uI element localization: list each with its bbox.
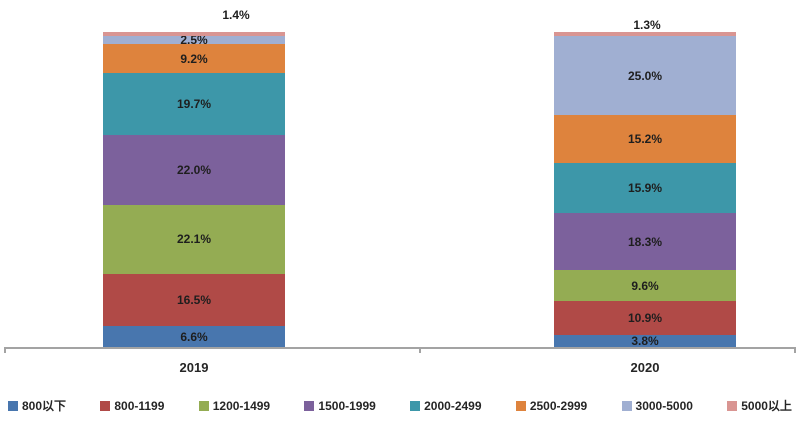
bar-segment-2000-2499: 15.9% [554,162,736,213]
legend-swatch-icon [410,400,421,411]
legend-item-5000以上: 5000以上 [727,397,792,414]
legend-swatch-icon [727,400,738,411]
x-axis-tick-right [794,347,796,353]
bar-segment-5000以上: 1.3% [554,18,736,37]
legend-swatch-icon [304,400,315,411]
bar-segment-1500-1999: 18.3% [554,212,736,271]
bar-segment-5000以上: 1.4% [103,8,285,37]
data-label: 15.2% [627,131,663,146]
legend: 800以下 800-1199 1200-1499 1500-1999 2000-2499… [8,397,792,414]
data-label: 9.2% [180,51,208,66]
legend-label: 1200-1499 [212,398,271,413]
data-label: 22.1% [176,232,212,247]
legend-swatch-icon [515,400,526,411]
data-label: 9.6% [631,278,659,293]
legend-label: 5000以上 [741,399,792,413]
legend-item-1500-1999: 1500-1999 [304,398,376,413]
legend-label: 2000-2499 [424,398,482,413]
legend-item-3000-5000: 3000-5000 [621,398,693,413]
data-label: 16.5% [176,293,212,308]
bar-segment-800-1199: 10.9% [554,300,736,336]
stacked-bar-2019: 6.6% 16.5% 22.1% 22.0% 19.7% 9.2% 2.5% 1.4% [103,8,285,347]
data-label: 10.9% [627,310,663,325]
bar-segment-1500-1999: 22.0% [103,135,285,205]
legend-swatch-icon [8,400,18,411]
x-axis-tick-left [4,347,6,353]
data-label: 2.5% [180,33,208,48]
legend-label: 2500-2999 [529,398,588,413]
legend-item-800-1199: 800-1199 [100,399,164,413]
bar-segment-800-1199: 16.5% [103,274,285,327]
stacked-bar-2020: 3.8% 10.9% 9.6% 18.3% 15.9% 15.2% 25.0% 1.3% [554,18,736,349]
data-label: 15.9% [627,180,663,195]
data-label-outside: 1.4% [222,8,250,23]
category-label-2020: 2020 [630,360,660,375]
bar-segment-2500-2999: 9.2% [103,44,285,74]
legend-label: 800以下 [22,399,67,413]
legend-item-1200-1499: 1200-1499 [198,398,271,413]
data-label: 18.3% [627,234,663,249]
bar-segment-800以下: 3.8% [554,334,736,349]
legend-label: 800-1199 [114,398,165,413]
data-label: 3.8% [631,334,659,349]
x-axis-line [4,347,796,349]
bar-segment-1200-1499: 22.1% [103,204,285,275]
legend-item-2500-2999: 2500-2999 [515,398,588,413]
legend-swatch-icon [621,400,632,411]
bar-segment-2000-2499: 19.7% [103,73,285,136]
bar-segment-1200-1499: 9.6% [554,270,736,301]
data-label: 19.7% [176,97,212,112]
bar-segment-2500-2999: 15.2% [554,114,736,163]
data-label: 25.0% [627,68,663,83]
legend-label: 3000-5000 [635,398,693,413]
legend-item-800以下: 800以下 [8,397,66,414]
category-label-2019: 2019 [179,360,209,375]
bar-segment-3000-5000: 2.5% [103,33,285,48]
plot-area: 6.6% 16.5% 22.1% 22.0% 19.7% 9.2% 2.5% 1.4% 3.8%… [4,8,796,353]
bar-segment-800以下: 6.6% [103,326,285,347]
data-label-outside: 1.3% [633,18,661,33]
legend-item-2000-2499: 2000-2499 [410,398,482,413]
data-label: 6.6% [180,329,208,344]
data-label: 22.0% [176,162,212,177]
legend-label: 1500-1999 [318,398,376,413]
legend-swatch-icon [198,400,209,411]
x-axis-tick-center [419,347,421,353]
legend-swatch-icon [100,400,111,411]
bar-segment-3000-5000: 25.0% [554,36,736,115]
